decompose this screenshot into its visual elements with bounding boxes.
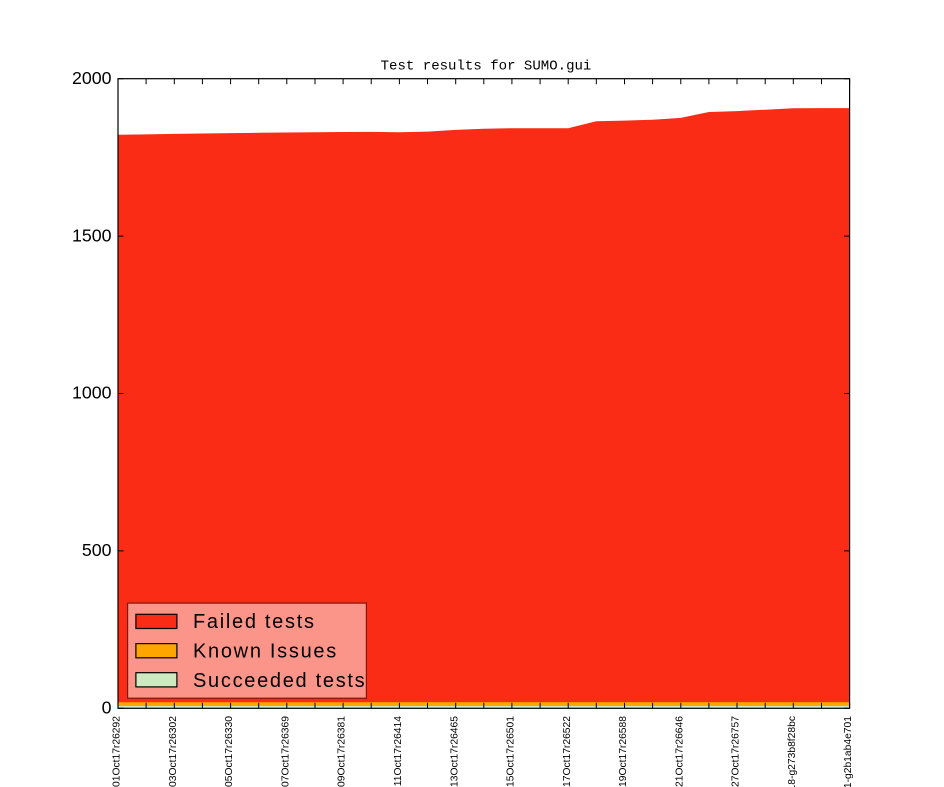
- svg-text:05Oct17r26330: 05Oct17r26330: [224, 716, 235, 787]
- svg-text:17Oct17r26522: 17Oct17r26522: [562, 716, 573, 787]
- svg-text:0: 0: [102, 698, 112, 718]
- svg-text:07Oct17r26369: 07Oct17r26369: [280, 716, 291, 787]
- svg-text:Succeeded tests: Succeeded tests: [193, 670, 366, 692]
- svg-text:500: 500: [82, 540, 112, 560]
- svg-text:1000: 1000: [72, 383, 112, 403]
- svg-text:1500: 1500: [72, 225, 112, 245]
- svg-text:2000: 2000: [72, 68, 112, 88]
- svg-text:Known Issues: Known Issues: [193, 641, 338, 663]
- svg-text:03Oct17r26302: 03Oct17r26302: [168, 716, 179, 787]
- svg-text:11Oct17r26414: 11Oct17r26414: [393, 716, 404, 786]
- svg-text:09Oct17r26381: 09Oct17r26381: [337, 716, 348, 787]
- svg-text:13Oct17r26465: 13Oct17r26465: [449, 716, 460, 787]
- svg-text:Test results for SUMO.gui: Test results for SUMO.gui: [381, 59, 592, 75]
- svg-text:11-g2b1ab4e701: 11-g2b1ab4e701: [843, 716, 854, 787]
- svg-text:18-g273b8f28bc: 18-g273b8f28bc: [787, 716, 798, 787]
- svg-text:27Oct17r26757: 27Oct17r26757: [731, 716, 742, 787]
- svg-text:01Oct17r26292: 01Oct17r26292: [112, 716, 123, 787]
- svg-text:15Oct17r26501: 15Oct17r26501: [506, 716, 517, 787]
- svg-text:19Oct17r26588: 19Oct17r26588: [618, 716, 629, 787]
- svg-text:21Oct17r26646: 21Oct17r26646: [674, 716, 685, 787]
- svg-text:Failed tests: Failed tests: [193, 611, 316, 633]
